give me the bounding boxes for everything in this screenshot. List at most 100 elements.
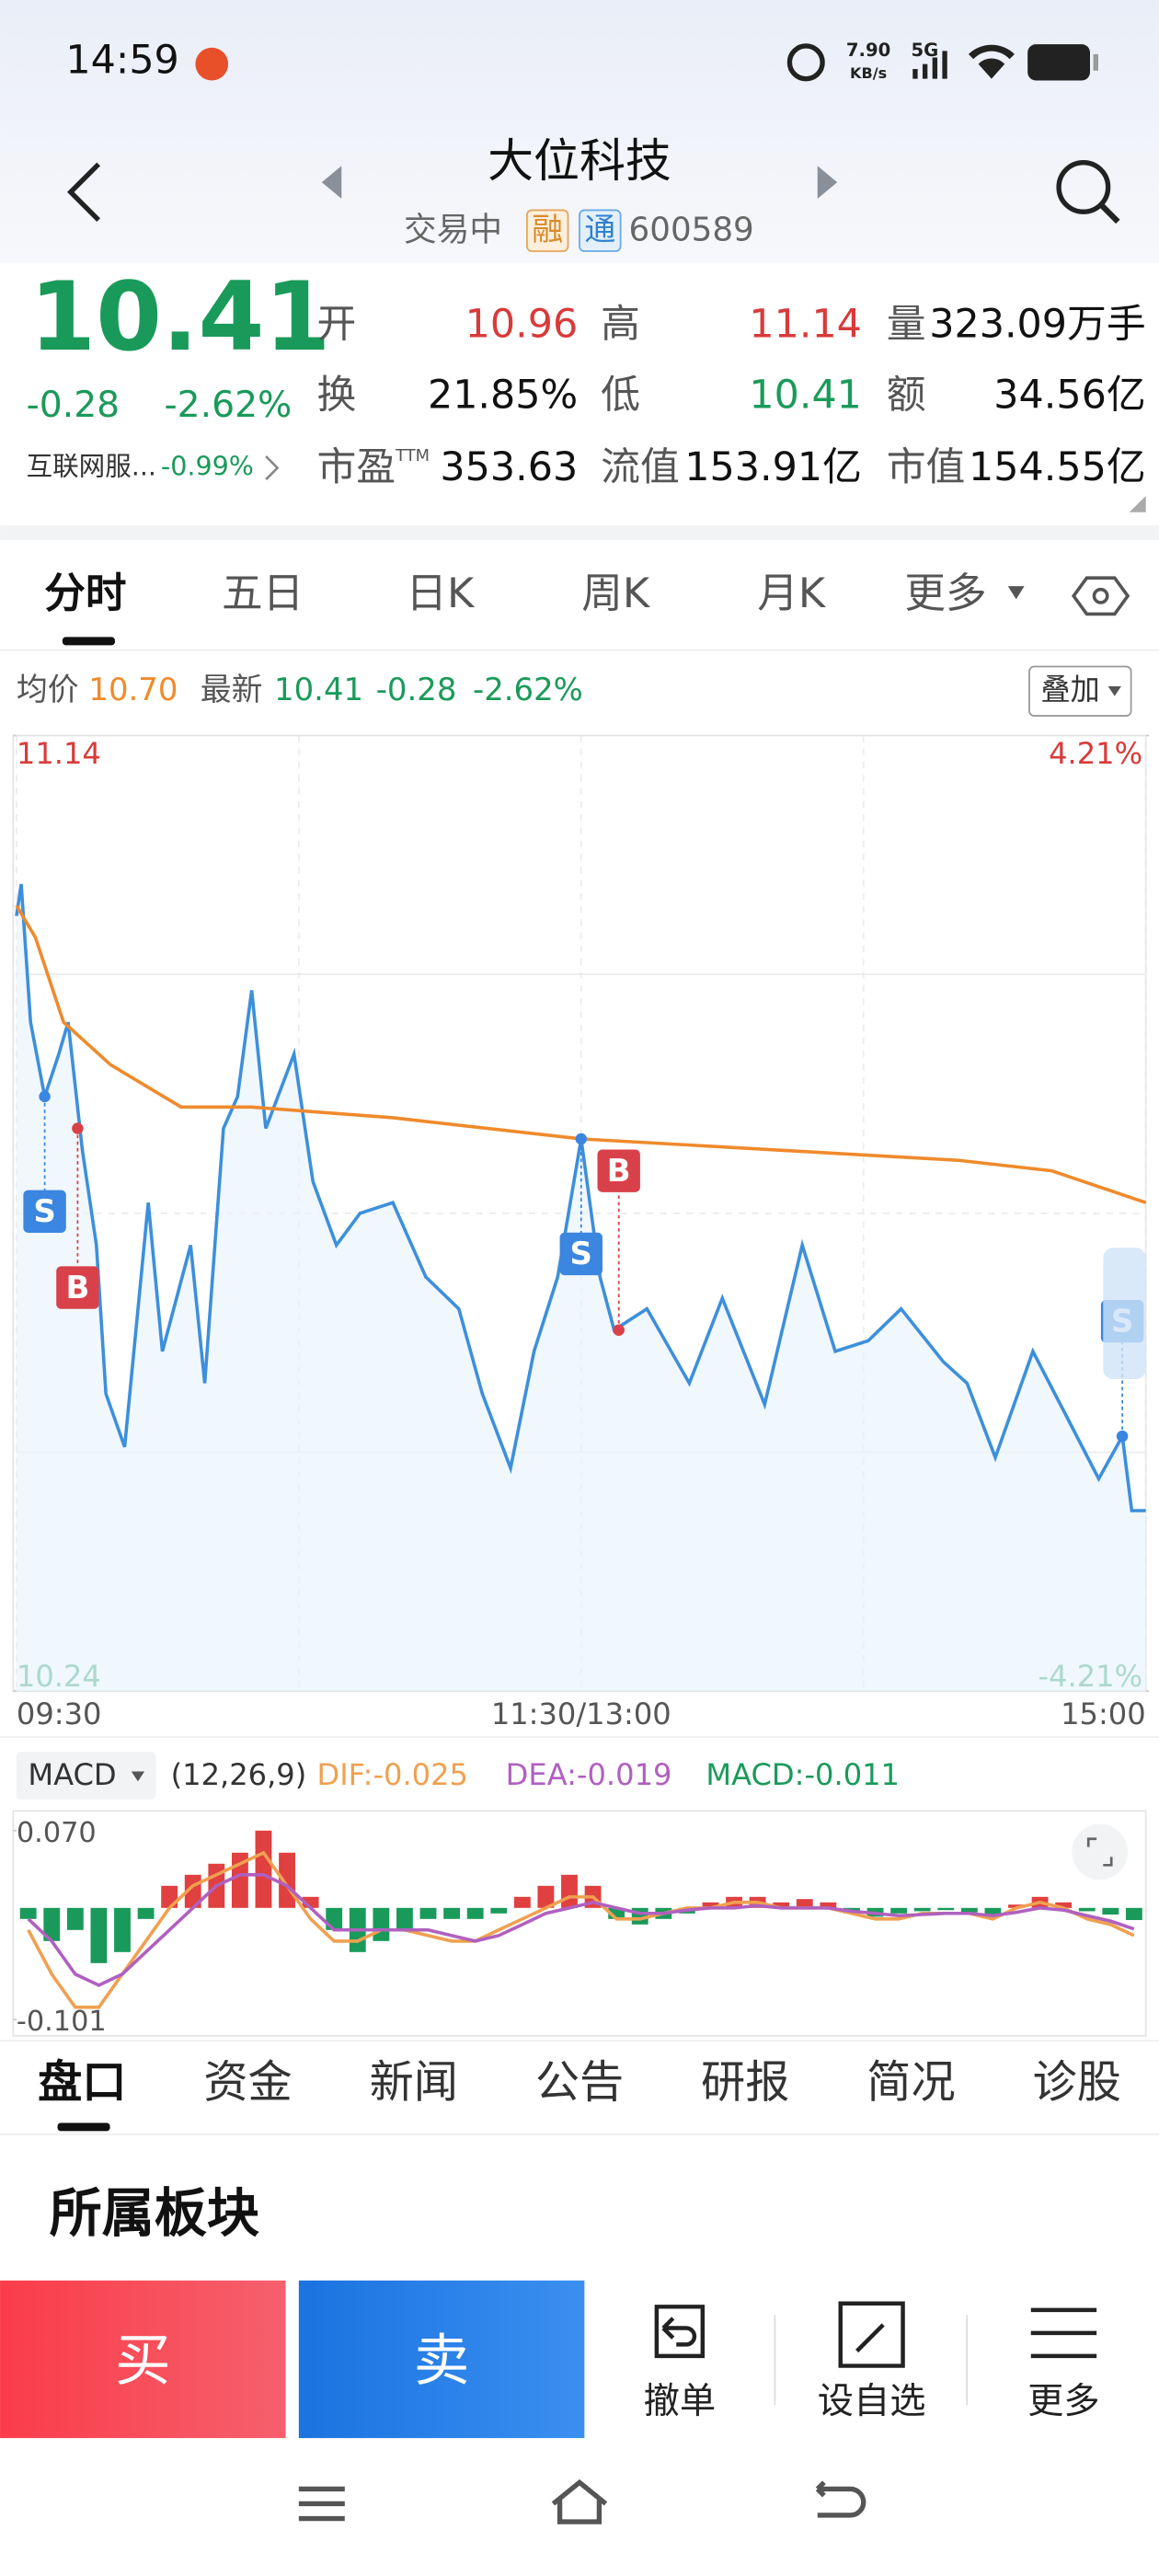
macd-bar — [960, 1907, 978, 1913]
field-label: 市盈 — [316, 444, 396, 490]
trade-label: B — [607, 1153, 631, 1189]
bottom-tab[interactable]: 诊股 — [1033, 2056, 1121, 2108]
back-button[interactable] — [66, 162, 101, 223]
y-tick-label: 11.14 — [17, 736, 101, 771]
app-icon — [195, 47, 229, 81]
cancel-text: 撤单 — [644, 2381, 717, 2422]
nav-home[interactable] — [551, 2478, 608, 2524]
macd-bar — [1102, 1907, 1119, 1915]
field-value: 34.56亿 — [993, 372, 1145, 418]
badge-connect-text: 通 — [584, 212, 615, 247]
y-tick-label: -0.101 — [17, 2006, 107, 2038]
field-value: 10.96 — [465, 302, 579, 348]
net-unit: KB/s — [850, 64, 887, 82]
trade-point — [1116, 1430, 1129, 1443]
section-title: 所属板块 — [50, 2183, 259, 2244]
macd-value: MACD:-0.011 — [706, 1757, 900, 1792]
expand-corner[interactable] — [1129, 495, 1146, 512]
bottom-tab[interactable]: 新闻 — [370, 2056, 458, 2108]
tab[interactable]: 分时 — [44, 569, 126, 617]
bottom-tab[interactable]: 研报 — [701, 2056, 789, 2108]
field-value: 353.63 — [440, 444, 578, 490]
bottom-tab[interactable]: 简况 — [866, 2056, 955, 2108]
trade-label: S — [570, 1236, 592, 1271]
battery-icon — [1027, 44, 1091, 81]
badge-margin-text: 融 — [532, 212, 563, 247]
tab[interactable]: 更多 — [904, 569, 986, 617]
signal-type: 5G — [911, 40, 938, 61]
prev-stock[interactable] — [321, 166, 342, 199]
tab-underline — [62, 637, 115, 646]
macd-bar — [561, 1874, 578, 1908]
bottom-tab[interactable]: 资金 — [203, 2056, 292, 2108]
tab[interactable]: 五日 — [222, 569, 304, 617]
field-value: 154.55亿 — [969, 444, 1146, 490]
sell-button[interactable] — [298, 2280, 585, 2439]
side-drawer[interactable] — [1103, 1248, 1146, 1380]
fullscreen-button[interactable] — [1072, 1823, 1129, 1880]
settings-icon[interactable] — [1071, 576, 1130, 616]
overlay-caret — [1107, 685, 1121, 696]
macd-bar — [396, 1907, 413, 1930]
bottom-tab[interactable]: 公告 — [535, 2056, 624, 2108]
buy-button[interactable] — [0, 2280, 286, 2439]
tab[interactable]: 周K — [581, 569, 651, 617]
status-time: 14:59 — [65, 37, 178, 83]
macd-dea: DEA:-0.019 — [506, 1757, 672, 1792]
macd-bar — [890, 1907, 908, 1914]
net-speed: 7.90 — [846, 40, 890, 61]
bottom-tab[interactable]: 盘口 — [38, 2056, 126, 2108]
field-value: 10.41 — [749, 372, 862, 418]
macd-bar — [66, 1907, 84, 1930]
last-label: 最新 — [201, 672, 263, 707]
tab[interactable]: 日K — [406, 569, 476, 617]
tab[interactable]: 月K — [757, 569, 827, 617]
avg-label: 均价 — [17, 672, 79, 707]
nav-menu[interactable] — [298, 2486, 345, 2522]
badge-margin — [526, 209, 569, 252]
more-icon[interactable] — [1030, 2307, 1097, 2359]
field-label: 开 — [316, 302, 356, 348]
stock-code: 600589 — [629, 212, 754, 249]
dea-line — [27, 1873, 1135, 1987]
macd-bar — [913, 1907, 931, 1912]
overlay-button[interactable] — [1028, 665, 1132, 717]
field-value: 11.14 — [749, 302, 862, 348]
badge-connect — [579, 209, 622, 252]
macd-bar — [937, 1907, 955, 1911]
trade-badge — [56, 1266, 99, 1309]
field-label: 高 — [601, 302, 640, 348]
search-handle — [1099, 202, 1120, 224]
avg-value: 10.70 — [88, 672, 178, 707]
trade-point — [575, 1133, 588, 1145]
stock-name: 大位科技 — [488, 134, 671, 188]
x-tick-label: 11:30/13:00 — [491, 1696, 671, 1731]
macd-bar — [373, 1907, 390, 1941]
field-label: 市值 — [887, 444, 966, 490]
sector-name[interactable]: 互联网服... — [27, 451, 156, 482]
field-value: 323.09万手 — [929, 302, 1145, 348]
macd-select[interactable] — [16, 1752, 156, 1800]
trade-badge — [559, 1232, 602, 1276]
macd-bar — [702, 1902, 719, 1908]
cancel-icon[interactable] — [654, 2305, 706, 2359]
trade-label: B — [65, 1270, 89, 1305]
macd-bar — [984, 1907, 1002, 1915]
macd-bar — [255, 1830, 272, 1908]
macd-bar — [537, 1885, 555, 1908]
macd-caret — [131, 1771, 145, 1782]
macd-bar — [1078, 1907, 1096, 1912]
watch-icon[interactable] — [838, 2301, 905, 2368]
x-tick-label: 15:00 — [1061, 1696, 1146, 1731]
field-label: 低 — [601, 372, 640, 418]
nav-back[interactable] — [815, 2480, 866, 2518]
next-stock[interactable] — [817, 166, 838, 199]
signal-icon — [912, 51, 947, 79]
field-label: 流值 — [601, 444, 680, 490]
trade-point — [72, 1122, 84, 1134]
field-value: 153.91亿 — [684, 444, 862, 490]
trade-point — [613, 1324, 625, 1336]
separator — [0, 525, 1159, 541]
y2-tick-label: 4.21% — [1049, 736, 1142, 771]
search-button[interactable] — [1056, 159, 1111, 214]
